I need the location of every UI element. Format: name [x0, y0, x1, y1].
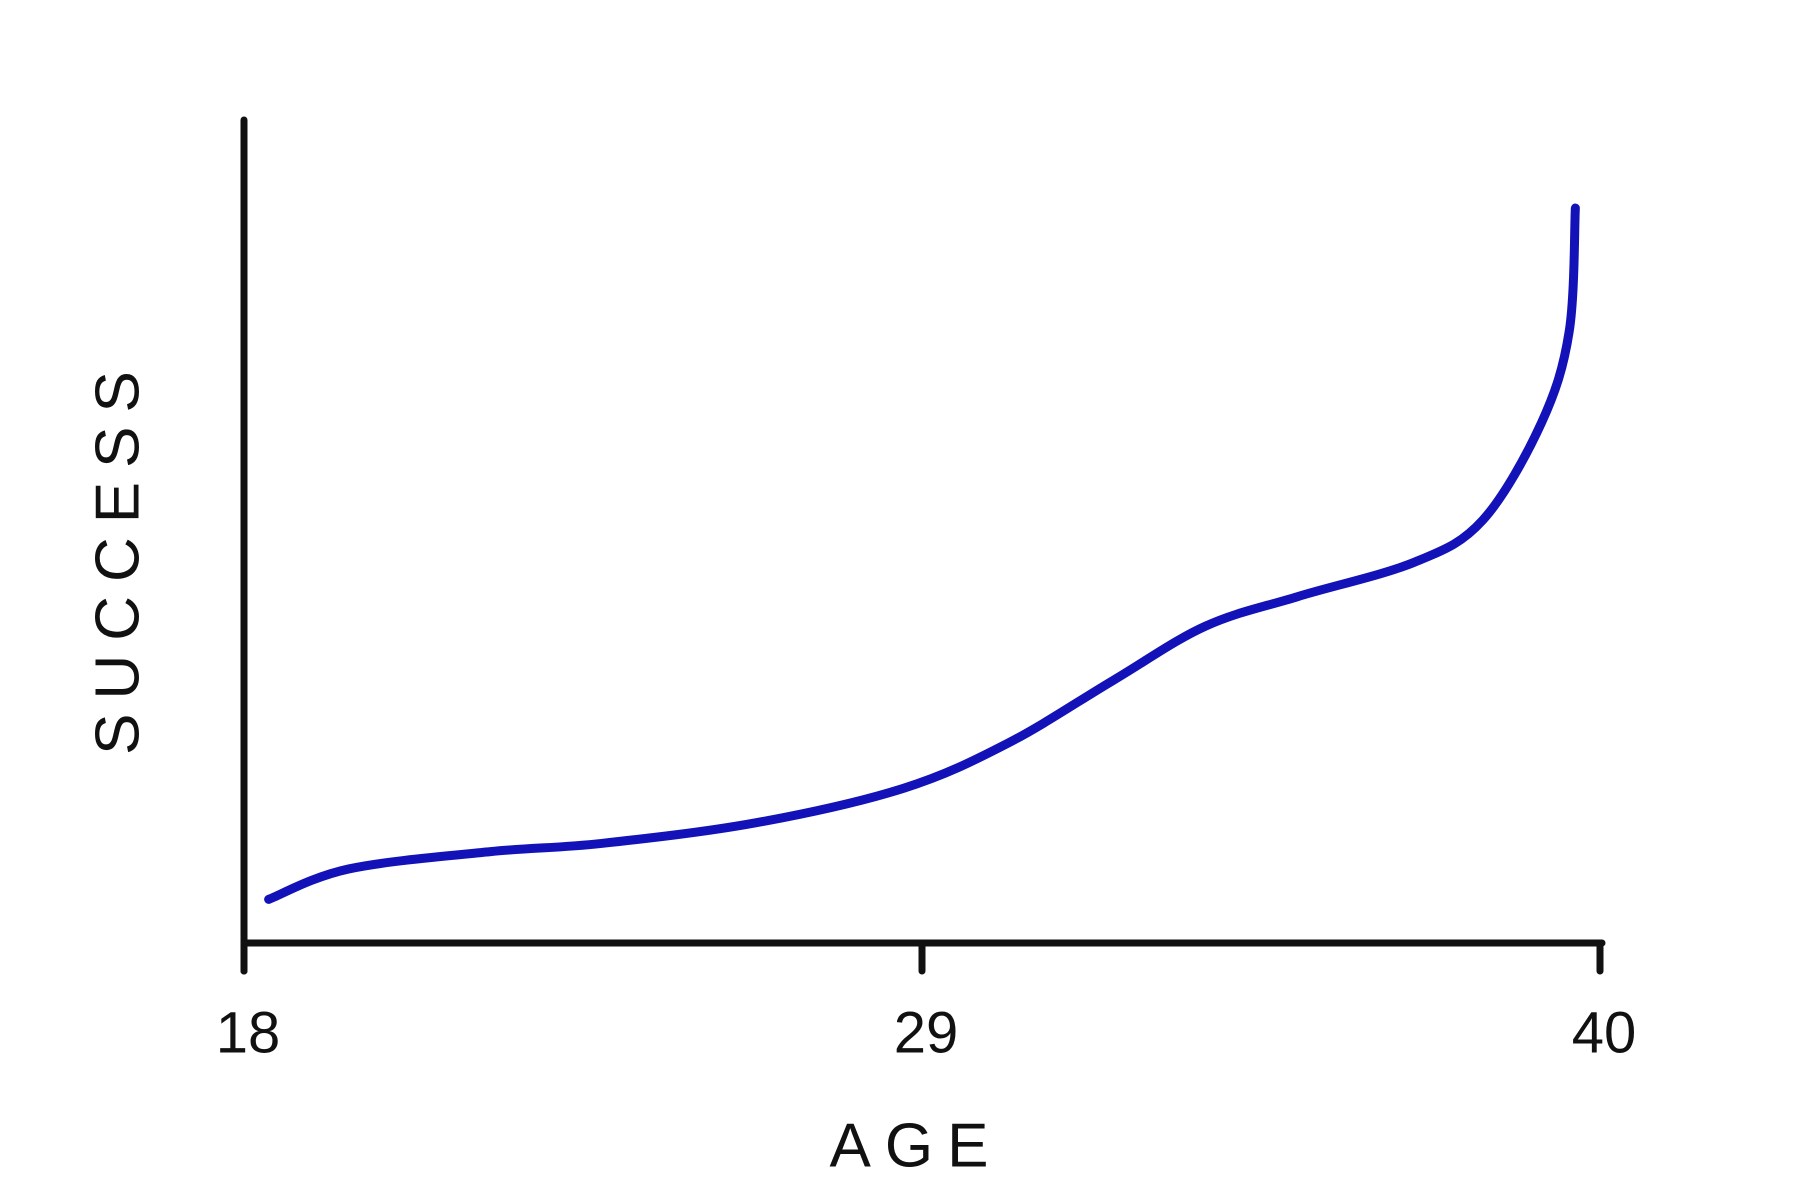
- x-axis-title: AGE: [830, 1111, 1003, 1180]
- x-tick-label: 40: [1572, 1000, 1637, 1065]
- x-tick-label: 18: [216, 1000, 281, 1065]
- x-tick-label: 29: [894, 1000, 959, 1065]
- y-axis-title: SUCCESS: [83, 357, 152, 755]
- line-series: [264, 203, 1580, 904]
